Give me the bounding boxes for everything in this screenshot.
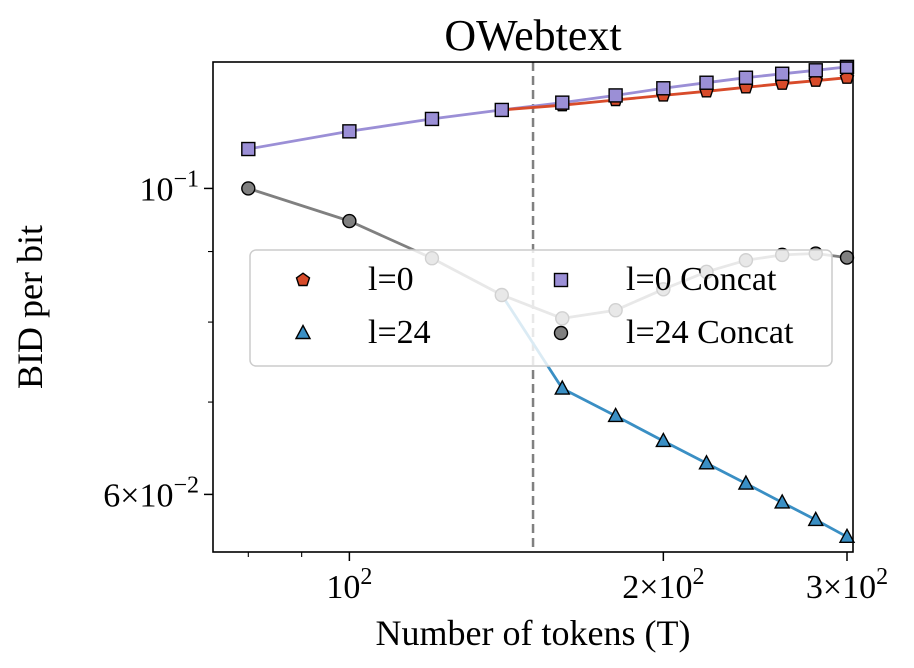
- x-axis-label: Number of tokens (T): [376, 613, 691, 653]
- data-point-l-24: [698, 454, 715, 470]
- data-point-l-0-concat: [608, 88, 623, 103]
- data-point-l-24: [774, 493, 791, 509]
- y-axis-label: BID per bit: [10, 225, 50, 389]
- data-point-l-0-concat: [342, 124, 357, 139]
- data-point-l-0-concat: [555, 95, 570, 110]
- legend-marker-l-0-concat: [553, 272, 569, 288]
- legend-marker-l-24: [294, 324, 312, 340]
- series-line-l-0: [500, 76, 849, 112]
- y-tick-label: 6×10−2: [103, 472, 199, 514]
- data-point-l-24-concat: [241, 181, 256, 196]
- plot-frame: [212, 61, 854, 553]
- data-point-l-0-concat: [241, 141, 256, 157]
- data-point-l-0-concat: [699, 75, 714, 90]
- series-line-l-0-concat: [246, 65, 849, 151]
- legend-box: [249, 249, 833, 367]
- data-point-l-24: [655, 431, 672, 448]
- data-point-l-0-concat: [738, 70, 754, 85]
- y-tick-label: 10−1: [139, 166, 199, 208]
- data-point-l-24-concat: [342, 213, 357, 229]
- x-tick-label: 3×102: [806, 564, 888, 606]
- data-point-l-24: [838, 527, 856, 544]
- legend-label-l-0-concat: l=0 Concat: [626, 261, 777, 298]
- x-tick-label: 102: [326, 564, 372, 606]
- x-tick-label: 2×102: [622, 564, 704, 606]
- data-point-l-24: [737, 474, 755, 490]
- data-point-l-24: [807, 510, 824, 527]
- legend-label-l-24: l=24: [368, 314, 431, 351]
- data-point-l-0-concat: [808, 63, 823, 78]
- legend-marker-l-0: [295, 272, 311, 287]
- legend-marker-l-24-concat: [553, 325, 569, 341]
- data-point-l-0-concat: [774, 66, 790, 81]
- data-point-l-0-concat: [424, 111, 440, 127]
- axis-ticks: 102 2×102 3×102 10−1 6×10−2: [103, 166, 888, 606]
- data-point-l-24: [607, 406, 624, 423]
- legend-label-l-24-concat: l=24 Concat: [626, 314, 794, 351]
- data-point-l-0-concat: [494, 102, 509, 118]
- legend: l=0 l=24 l=0 Concat l=24 Concat: [249, 249, 833, 367]
- data-point-l-24-concat: [839, 250, 855, 265]
- data-point-l-24: [554, 379, 571, 395]
- data-point-l-0-concat: [656, 81, 671, 96]
- chart-title: OWebtext: [444, 11, 621, 60]
- legend-label-l-0: l=0: [368, 261, 414, 298]
